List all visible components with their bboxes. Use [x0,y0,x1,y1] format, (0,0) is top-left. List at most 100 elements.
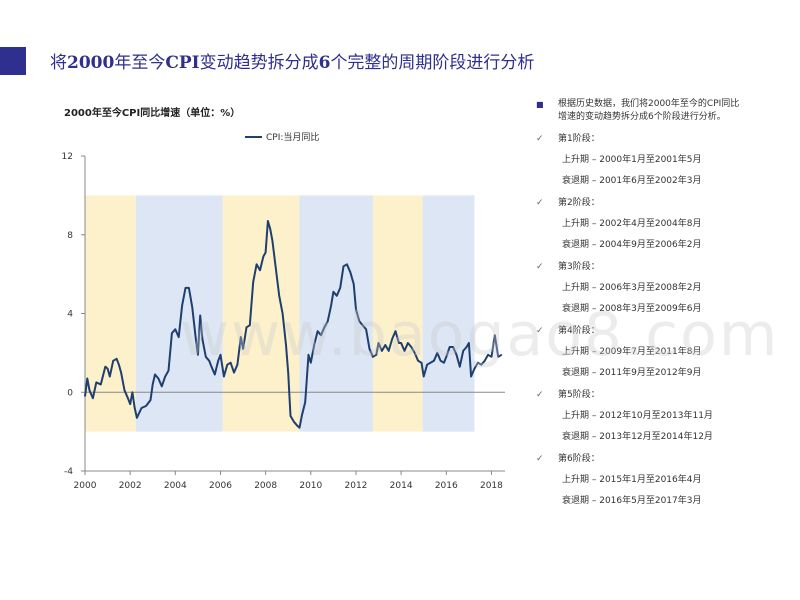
stage-list: ✓ 第1阶段： 上升期 – 2000年1月至2001年5月 衰退期 – 2001年6月… [532,133,747,508]
cpi-data-point [259,269,261,271]
cpi-data-point [214,373,216,376]
cpi-data-point [494,334,496,336]
x-tick-label: 2016 [435,481,458,491]
cycle-band [372,195,423,432]
cpi-data-point [134,407,136,409]
cpi-data-point [455,354,458,356]
stage-up-period: 上升期 – 2015年1月至2016年4月 [562,475,702,485]
cpi-data-point [181,305,183,307]
stage-up-period: 上升期 – 2002年4月至2004年8月 [562,219,702,229]
cpi-data-point [298,427,301,429]
cpi-data-point [129,403,131,405]
cpi-data-point [417,360,419,362]
cpi-data-point [267,220,269,222]
cpi-data-point [123,389,126,391]
check-bullet-icon: ✓ [536,262,544,272]
cpi-data-point [398,342,400,344]
cpi-data-point [240,336,242,338]
cpi-data-point [116,358,118,360]
cpi-data-point [223,375,225,378]
cpi-data-point [381,350,383,352]
cpi-data-point [188,287,190,289]
cpi-data-point [426,364,428,366]
cpi-data-point [330,305,332,307]
cpi-line-chart: -4 0 4 8 12 2000 2002 2004 2006 2008 2010 2012 2014 2… [62,131,505,491]
cpi-data-point [403,350,406,352]
cpi-data-point [269,228,271,230]
cpi-data-point [157,377,159,380]
cpi-data-point [174,328,176,330]
cpi-data-point [484,360,486,362]
cpi-data-point [346,263,348,265]
cpi-data-point [323,326,325,328]
x-tick-label: 2008 [254,481,277,491]
cpi-data-point [154,373,156,376]
cpi-data-point [199,314,201,317]
stage-down-period: 衰退期 – 2008年3月至2009年6月 [562,304,702,314]
cpi-data-point [88,389,91,391]
cpi-data-point [197,354,199,356]
cpi-data-point [265,251,267,254]
cpi-data-point [242,348,244,350]
cpi-data-point [349,271,351,273]
cpi-data-point [320,334,322,336]
stage-item: ✓ 第3阶段： [532,261,747,274]
cpi-data-point [184,287,187,289]
y-tick-label: -4 [64,467,73,477]
cpi-data-point [210,366,213,368]
cpi-data-point [436,352,438,354]
cpi-data-point [127,397,129,399]
cycle-band [422,195,475,432]
cpi-data-point [394,330,397,332]
cpi-data-point [118,364,120,366]
stage-down-period: 衰退期 – 2004年9月至2006年2月 [562,240,702,250]
cpi-data-point [377,342,380,344]
cpi-data-point [497,356,499,358]
cpi-data-point [161,385,163,387]
stage-title: 第5阶段： [558,390,600,400]
cpi-data-point [226,364,228,366]
cpi-data-point [256,263,258,265]
cpi-data-point [219,354,222,356]
cpi-data-point [191,306,193,309]
cpi-data-point [480,364,482,366]
cpi-data-point [445,356,447,358]
cpi-data-point [304,401,306,403]
stage-down-period: 衰退期 – 2001年6月至2002年3月 [562,176,702,186]
cpi-data-point [152,383,154,385]
stage-down-period: 衰退期 – 2011年9月至2012年9月 [562,368,702,378]
x-tick-label: 2010 [299,481,322,491]
y-tick-label: 12 [62,152,73,162]
cpi-data-point [310,362,312,364]
cpi-data-point [468,342,470,344]
cpi-data-point [195,336,197,338]
stage-up-period: 上升期 – 2012年10月至2013年11月 [562,411,713,421]
x-tick-label: 2012 [345,481,368,491]
stage-up-period: 上升期 – 2006年3月至2008年2月 [562,283,702,293]
cpi-data-point [307,354,310,356]
stage-title: 第4阶段： [558,326,600,336]
cpi-data-point [327,320,329,322]
cpi-data-point [245,326,248,328]
cpi-data-point [281,312,284,315]
stage-item: ✓ 第1阶段： [532,133,747,146]
stage-up-period: 上升期 – 2009年7月至2011年8月 [562,347,702,357]
cpi-data-point [365,328,367,330]
cpi-data-point [342,265,345,267]
x-tick-label: 2014 [390,481,413,491]
cpi-data-point [443,362,445,364]
square-bullet-icon: ■ [536,100,544,109]
cpi-data-point [449,346,451,348]
cpi-data-point [490,356,493,358]
cycle-band [135,195,223,432]
cpi-data-point [92,397,94,399]
slide-title: 将2000年至今CPI变动趋势拆分成6个完整的周期阶段进行分析 [50,53,535,73]
stage-item: ✓ 第6阶段： [532,453,747,466]
cpi-data-point [275,267,277,269]
cpi-data-point [149,399,152,401]
cpi-data-point [178,336,180,338]
cpi-data-point [400,342,402,344]
stage-item: ✓ 第4阶段： [532,325,747,338]
cpi-data-point [293,421,295,423]
cpi-data-point [106,368,109,370]
